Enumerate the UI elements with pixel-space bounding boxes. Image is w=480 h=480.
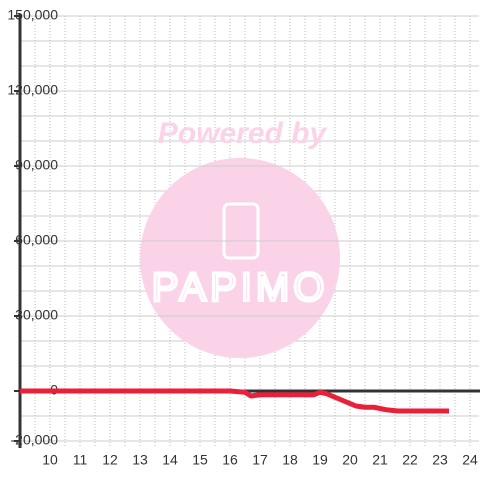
data-line (20, 388, 449, 414)
watermark-logo: PAPIMO (152, 266, 329, 310)
x-tick-label: 11 (73, 452, 88, 468)
x-tick-label: 23 (432, 452, 448, 468)
x-tick-label: 16 (222, 452, 238, 468)
x-tick-label: 22 (402, 452, 418, 468)
x-tick-label: 24 (462, 452, 478, 468)
y-tick-label: 150,000 (7, 7, 58, 23)
y-tick-label: 120,000 (7, 82, 58, 98)
x-tick-label: 14 (162, 452, 178, 468)
x-tick-label: 12 (102, 452, 118, 468)
x-tick-label: 17 (252, 452, 268, 468)
x-tick-label: 10 (42, 452, 58, 468)
x-tick-label: 13 (132, 452, 148, 468)
y-tick-label: 90,000 (15, 157, 58, 173)
x-tick-label: 20 (342, 452, 358, 468)
x-tick-label: 19 (312, 452, 328, 468)
x-tick-label: 18 (282, 452, 298, 468)
watermark-text: Powered by (158, 117, 328, 150)
y-tick-label: -20,000 (11, 432, 59, 448)
watermark: Powered by PAPIMO (140, 117, 340, 358)
x-tick-label: 15 (192, 452, 208, 468)
x-tick-label: 21 (372, 452, 388, 468)
watermark-icon (222, 202, 260, 260)
y-tick-label: 30,000 (15, 307, 58, 323)
y-tick-label: 60,000 (15, 232, 58, 248)
